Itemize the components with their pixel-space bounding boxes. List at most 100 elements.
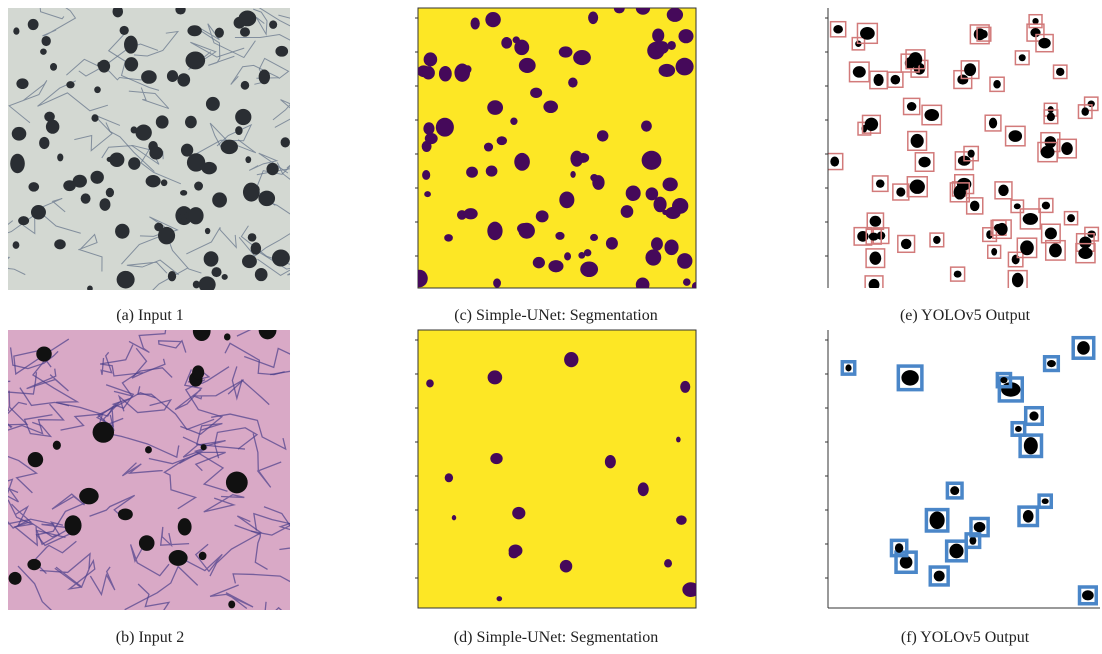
particle — [875, 179, 885, 188]
particle — [682, 582, 696, 597]
bounding-box — [829, 20, 847, 38]
particle — [1082, 590, 1094, 601]
particle — [530, 87, 543, 99]
bounding-box — [944, 539, 969, 563]
particle — [444, 473, 454, 483]
particle — [112, 8, 124, 18]
particle — [667, 40, 676, 50]
particle — [175, 8, 186, 15]
caption: (f) YOLOv5 Output — [901, 629, 1030, 646]
particle — [680, 380, 691, 393]
grain-boundary — [234, 34, 290, 41]
particle — [105, 187, 115, 198]
grain-boundary — [159, 526, 190, 548]
grain-boundary — [51, 493, 85, 510]
bounding-box — [861, 114, 882, 134]
caption: (b) Input 2 — [116, 629, 184, 646]
particle — [514, 152, 530, 171]
particle — [180, 190, 188, 196]
particle — [918, 156, 931, 168]
bounding-box — [1007, 251, 1024, 268]
particle — [508, 548, 520, 559]
particle — [422, 169, 431, 180]
particle — [235, 108, 252, 126]
grain-boundary — [209, 122, 257, 154]
grain-boundary — [35, 197, 81, 234]
particle — [192, 330, 211, 342]
bounding-box — [1019, 208, 1042, 230]
particle — [666, 8, 684, 22]
particle — [45, 119, 60, 134]
particle — [124, 35, 138, 54]
grain-boundary — [8, 478, 20, 503]
bounding-box — [1075, 242, 1096, 264]
bounding-box — [1044, 239, 1066, 261]
particle — [514, 39, 530, 56]
particle — [435, 117, 454, 137]
particle — [635, 8, 651, 15]
particle — [487, 221, 503, 241]
particle — [1061, 142, 1073, 156]
particle — [953, 185, 966, 200]
particle — [424, 191, 431, 198]
particle — [890, 74, 901, 85]
particle — [869, 215, 882, 227]
particle — [266, 162, 279, 176]
particle — [119, 25, 129, 35]
particle — [532, 256, 545, 269]
particle — [901, 370, 919, 386]
particle — [490, 452, 503, 465]
particle — [269, 20, 278, 29]
particle — [11, 126, 27, 141]
particle — [64, 515, 82, 536]
particle — [645, 249, 662, 266]
particle — [969, 200, 980, 212]
particle — [203, 251, 219, 267]
particle — [645, 187, 659, 201]
particle — [223, 333, 231, 341]
particle — [30, 204, 46, 220]
particle — [1038, 37, 1051, 49]
bounding-box — [994, 181, 1013, 200]
particle — [451, 515, 457, 521]
particle — [18, 216, 30, 226]
particle — [79, 487, 99, 505]
grain-boundary — [113, 367, 173, 397]
grain-boundary — [230, 64, 280, 85]
particle — [845, 364, 852, 372]
particle — [258, 190, 276, 207]
particle — [423, 52, 438, 67]
bounding-box — [1043, 109, 1059, 125]
particle — [180, 143, 194, 157]
bounding-box — [969, 24, 990, 45]
particle — [924, 108, 940, 122]
bounding-box — [906, 176, 928, 198]
particle — [80, 193, 91, 204]
particle — [980, 30, 988, 39]
bounding-box — [945, 481, 964, 500]
particle — [242, 182, 260, 202]
particle — [250, 242, 262, 255]
particle — [996, 222, 1008, 236]
particle — [662, 177, 678, 192]
particle — [483, 142, 494, 152]
bounding-box — [914, 152, 935, 172]
particle — [1040, 145, 1055, 159]
segmentation-image — [417, 329, 697, 609]
particle — [909, 179, 925, 194]
particle — [155, 115, 169, 129]
particle — [10, 153, 25, 174]
particle — [50, 63, 58, 71]
particle — [194, 181, 204, 191]
bounding-box — [848, 61, 870, 83]
particle — [590, 233, 599, 241]
particle — [583, 249, 592, 257]
particle — [485, 12, 501, 28]
particle — [485, 165, 498, 177]
particle — [910, 133, 924, 148]
micrograph-2 — [8, 330, 290, 610]
particle — [212, 192, 227, 208]
particle — [421, 66, 435, 80]
bounding-box — [989, 76, 1005, 93]
